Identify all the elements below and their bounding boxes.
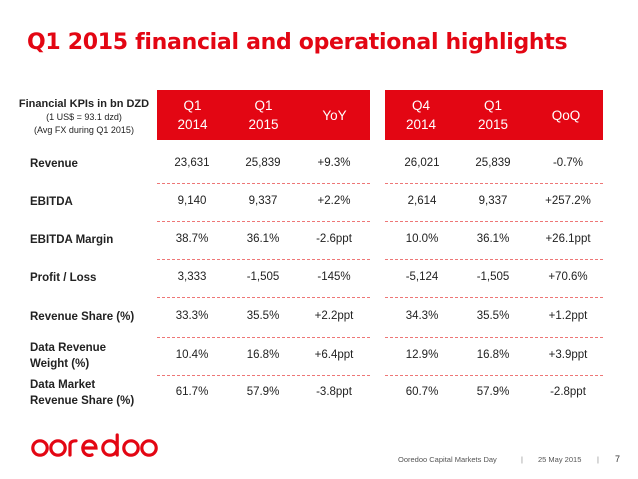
cell-data-revenue-weight-3: 12.9%	[405, 349, 439, 361]
cell-ebitda-4: 9,337	[478, 195, 508, 207]
cell-ebitda-margin-5: +26.1ppt	[545, 233, 591, 245]
cell-data-revenue-weight-5: +3.9ppt	[548, 349, 588, 361]
col-header-q4-2014: Q4 2014	[405, 98, 437, 132]
footer-separator-2: |	[597, 455, 599, 464]
row-divider	[385, 375, 603, 376]
row-label-data-market-revenue-share: Data Market Revenue Share (%)	[30, 379, 135, 407]
row-divider	[385, 221, 603, 222]
cell-revenue-2: +9.3%	[317, 157, 351, 169]
cell-revenue-share-3: 34.3%	[405, 310, 439, 322]
row-divider	[385, 337, 603, 338]
col-header-q1-2015-b: Q1 2015	[477, 98, 509, 132]
cell-revenue-share-0: 33.3%	[175, 310, 209, 322]
row-divider	[157, 297, 370, 298]
cell-data-market-revenue-share-0: 61.7%	[175, 386, 209, 398]
cell-data-revenue-weight-2: +6.4ppt	[314, 349, 354, 361]
cell-data-revenue-weight-4: 16.8%	[476, 349, 510, 361]
cell-profit-loss-3: -5,124	[405, 271, 439, 283]
col-header-q1-2014: Q1 2014	[177, 98, 208, 132]
cell-ebitda-margin-1: 36.1%	[246, 233, 280, 245]
cell-ebitda-margin-4: 36.1%	[476, 233, 510, 245]
row-divider	[157, 375, 370, 376]
cell-revenue-5: -0.7%	[552, 157, 584, 169]
row-label-ebitda: EBITDA	[30, 196, 73, 208]
fx-average-note: (Avg FX during Q1 2015)	[34, 125, 134, 135]
row-label-data-revenue-weight: Data Revenue Weight (%)	[30, 342, 107, 370]
row-label-revenue-share: Revenue Share (%)	[30, 311, 135, 323]
cell-profit-loss-4: -1,505	[476, 271, 510, 283]
row-divider	[385, 259, 603, 260]
cell-data-market-revenue-share-1: 57.9%	[246, 386, 280, 398]
cell-data-market-revenue-share-2: -3.8ppt	[316, 386, 352, 398]
cell-data-revenue-weight-0: 10.4%	[175, 349, 209, 361]
cell-ebitda-margin-2: -2.6ppt	[316, 233, 352, 245]
cell-revenue-share-1: 35.5%	[246, 310, 280, 322]
cell-data-market-revenue-share-3: 60.7%	[405, 386, 439, 398]
kpi-header-title: Financial KPIs in bn DZD	[18, 98, 150, 110]
cell-data-market-revenue-share-5: -2.8ppt	[550, 386, 586, 398]
cell-profit-loss-5: +70.6%	[548, 271, 588, 283]
fx-rate-note: (1 US$ = 93.1 dzd)	[46, 112, 122, 122]
cell-revenue-share-2: +2.2ppt	[314, 310, 354, 322]
cell-revenue-4: 25,839	[475, 157, 511, 169]
col-header-qoq: QoQ	[551, 107, 581, 123]
cell-profit-loss-1: -1,505	[246, 271, 280, 283]
row-label-profit-loss: Profit / Loss	[30, 272, 97, 284]
cell-revenue-share-5: +1.2ppt	[548, 310, 588, 322]
cell-data-revenue-weight-1: 16.8%	[246, 349, 280, 361]
ooredoo-logo	[31, 433, 158, 457]
cell-revenue-1: 25,839	[245, 157, 281, 169]
cell-ebitda-5: +257.2%	[545, 195, 591, 207]
cell-revenue-share-4: 35.5%	[476, 310, 510, 322]
footer-event: Ooredoo Capital Markets Day	[398, 455, 497, 464]
cell-ebitda-3: 2,614	[407, 195, 437, 207]
footer-separator-1: |	[521, 455, 523, 464]
qoq-header-block: Q4 2014 Q1 2015 QoQ	[385, 90, 603, 140]
slide-title: Q1 2015 financial and operational highli…	[27, 30, 568, 55]
cell-ebitda-2: +2.2%	[317, 195, 351, 207]
row-divider	[157, 221, 370, 222]
page-number: 7	[615, 454, 621, 464]
cell-data-market-revenue-share-4: 57.9%	[476, 386, 510, 398]
row-label-revenue: Revenue	[30, 158, 78, 170]
cell-ebitda-margin-0: 38.7%	[175, 233, 209, 245]
row-label-ebitda-margin: EBITDA Margin	[30, 234, 114, 246]
col-header-yoy: YoY	[322, 107, 347, 123]
kpi-header: Financial KPIs in bn DZD (1 US$ = 93.1 d…	[8, 98, 160, 137]
cell-ebitda-0: 9,140	[177, 195, 207, 207]
row-divider	[385, 183, 603, 184]
yoy-header-block: Q1 2014 Q1 2015 YoY	[157, 90, 370, 140]
footer-date: 25 May 2015	[538, 455, 582, 464]
col-header-q1-2015: Q1 2015	[248, 98, 279, 132]
cell-ebitda-1: 9,337	[248, 195, 278, 207]
cell-ebitda-margin-3: 10.0%	[405, 233, 439, 245]
row-divider	[385, 297, 603, 298]
cell-revenue-0: 23,631	[174, 157, 210, 169]
cell-profit-loss-0: 3,333	[177, 271, 207, 283]
cell-revenue-3: 26,021	[404, 157, 440, 169]
row-divider	[157, 259, 370, 260]
cell-profit-loss-2: -145%	[317, 271, 351, 283]
row-divider	[157, 183, 370, 184]
row-divider	[157, 337, 370, 338]
